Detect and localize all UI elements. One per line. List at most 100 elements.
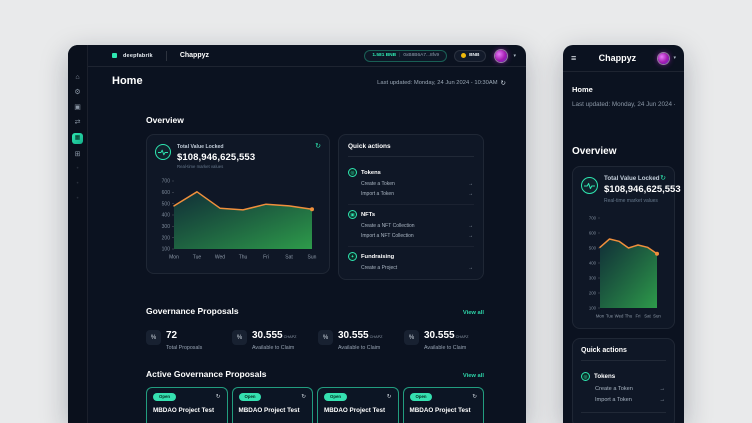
stat-label: Total Proposals — [166, 344, 203, 351]
network-badge[interactable]: BNB — [454, 49, 487, 62]
arrow-right-icon: → — [468, 181, 473, 187]
hamburger-menu-icon[interactable]: ≡ — [571, 53, 577, 63]
action-label: Create a Token — [595, 386, 633, 393]
arrow-right-icon: → — [468, 223, 473, 229]
svg-text:500: 500 — [162, 201, 171, 207]
token-icon: ◎ — [581, 372, 590, 382]
status-badge: Open — [324, 392, 347, 401]
refresh-icon[interactable]: ↻ — [660, 175, 666, 182]
network-name: BNB — [469, 53, 480, 58]
refresh-icon[interactable]: ↻ — [215, 393, 221, 400]
create-nft-collection-link[interactable]: Create a NFT Collection → — [361, 223, 473, 229]
mobile-content: Home Last updated: Monday, 24 Jun 2024 -… — [563, 72, 684, 423]
content-area: Home Last updated: Monday, 24 Jun 2024 -… — [88, 67, 526, 423]
quick-actions-card: Quick actions ◎ Tokens Create a Token → — [338, 134, 484, 280]
stat-available-to-claim: % 30.555CHAPZ Available to Claim — [318, 325, 398, 351]
mobile-mockup: ≡ Chappyz ▾ Home Last updated: Monday, 2… — [563, 45, 684, 423]
governance-icon[interactable]: ▦ — [72, 133, 83, 144]
divider — [581, 412, 666, 414]
overview-section-title: Overview — [146, 115, 184, 125]
refresh-icon[interactable]: ↻ — [301, 393, 306, 400]
main-area: deepfabrik Chappyz 1.581 BNB | 0xB8B6A7.… — [88, 45, 526, 423]
avatar[interactable] — [495, 49, 508, 62]
svg-text:Wed: Wed — [215, 255, 225, 261]
tvl-label: Total Value Locked — [604, 175, 660, 182]
page-title: Home — [112, 75, 143, 87]
svg-text:300: 300 — [162, 224, 171, 230]
arrow-right-icon: → — [468, 265, 473, 271]
group-name: Tokens — [361, 169, 381, 176]
active-proposals-view-all-link[interactable]: View all — [462, 372, 484, 379]
tvl-subtitle: Real-time market values — [604, 198, 658, 205]
import-token-link[interactable]: Import a Token → — [595, 397, 665, 403]
quick-actions-group-fundraising: ✦ Fundraising Create a Project → — [348, 246, 474, 271]
svg-text:Tue: Tue — [193, 255, 202, 261]
last-updated: Last updated: Monday, 24 Jun 2024 - 10:3… — [377, 79, 506, 87]
svg-text:Mon: Mon — [596, 314, 605, 319]
refresh-icon[interactable]: ↻ — [472, 393, 477, 400]
svg-text:Sun: Sun — [653, 314, 661, 319]
import-token-link[interactable]: Import a Token → — [361, 191, 473, 197]
assets-icon[interactable]: ▣ — [74, 104, 81, 111]
chevron-down-icon[interactable]: ▾ — [673, 55, 676, 61]
svg-text:700: 700 — [589, 216, 597, 221]
tvl-label: Total Value Locked — [177, 144, 224, 150]
proposal-card[interactable]: Open ↻ MBDAO Project Test — [231, 386, 313, 423]
svg-text:Sat: Sat — [285, 255, 293, 261]
stat-value: 30.555 — [252, 330, 283, 341]
tvl-value: $108,946,625,553 — [177, 151, 256, 163]
tvl-subtitle: Real-time market values — [177, 164, 224, 169]
quick-actions-group-nfts: ▣ NFTs Create a NFT Collection → Import … — [348, 204, 474, 239]
svg-text:Thu: Thu — [239, 255, 248, 261]
wallet-pill[interactable]: 1.581 BNB | 0xB8B6A7...8fv9 — [364, 49, 448, 62]
proposal-card[interactable]: Open ↻ MBDAO Project Test — [146, 386, 228, 423]
app-name: Chappyz — [598, 53, 637, 63]
avatar[interactable] — [658, 52, 670, 64]
create-token-link[interactable]: Create a Token → — [361, 181, 473, 187]
dashboard-body: Overview Total Value Locked $108,946,625… — [146, 115, 484, 423]
home-icon[interactable]: ⌂ — [75, 74, 80, 81]
refresh-icon[interactable]: ↻ — [315, 143, 321, 150]
sidebar-dimmed-icon[interactable]: • — [76, 166, 79, 172]
sidebar-dimmed-icon[interactable]: • — [76, 181, 79, 187]
status-badge: Open — [153, 392, 176, 401]
quick-actions-title: Quick actions — [348, 143, 391, 150]
proposal-card[interactable]: Open ↻ MBDAO Project Test — [402, 386, 484, 423]
nft-icon: ▣ — [348, 210, 357, 219]
svg-text:100: 100 — [162, 247, 171, 253]
settings-icon[interactable]: ⚙ — [74, 89, 81, 96]
proposal-card[interactable]: Open ↻ MBDAO Project Test — [317, 386, 399, 423]
quick-actions-group-tokens: ◎ Tokens Create a Token → Import a Token… — [581, 367, 666, 403]
activity-icon — [155, 144, 171, 160]
transfers-icon[interactable]: ⇄ — [74, 119, 81, 126]
svg-text:200: 200 — [162, 235, 171, 241]
mobile-topbar: ≡ Chappyz ▾ — [563, 45, 684, 72]
import-nft-collection-link[interactable]: Import a NFT Collection → — [361, 233, 473, 239]
token-icon: ◎ — [348, 168, 357, 177]
governance-stats: % 72 Total Proposals % 30.555CHAPZ — [146, 325, 484, 351]
governance-view-all-link[interactable]: View all — [462, 310, 484, 316]
create-token-link[interactable]: Create a Token → — [595, 386, 665, 392]
action-label: Create a NFT Collection — [361, 223, 415, 229]
topbar-divider — [165, 50, 167, 61]
apps-icon[interactable]: ⊞ — [74, 151, 81, 158]
wallet-separator: | — [399, 53, 401, 58]
stat-value: 30.555 — [338, 330, 369, 341]
last-updated: Last updated: Monday, 24 Jun 2024 - — [572, 101, 675, 108]
tvl-chart: 100 200 300 400 500 600 700 Mon Tue Wed Thu Fri Sat S… — [581, 212, 666, 320]
stat-unit: CHAPZ — [455, 335, 469, 339]
chevron-down-icon[interactable]: ▾ — [513, 52, 516, 59]
refresh-icon[interactable]: ↻ — [500, 80, 506, 87]
create-project-link[interactable]: Create a Project → — [361, 265, 473, 271]
proposal-stat-icon: % — [318, 330, 333, 346]
status-badge: Open — [409, 392, 433, 401]
topbar: deepfabrik Chappyz 1.581 BNB | 0xB8B6A7.… — [88, 45, 526, 67]
proposal-title: MBDAO Project Test — [324, 406, 386, 414]
activity-icon — [581, 177, 598, 194]
tvl-card: Total Value Locked $108,946,625,553 Real… — [572, 166, 681, 330]
refresh-icon[interactable]: ↻ — [386, 393, 392, 400]
sidebar-dimmed-icon[interactable]: • — [76, 196, 79, 202]
quick-actions-card: Quick actions ◎ Tokens Create a Token → … — [572, 338, 675, 423]
svg-text:Fri: Fri — [263, 255, 269, 261]
page-title: Home — [572, 85, 593, 94]
